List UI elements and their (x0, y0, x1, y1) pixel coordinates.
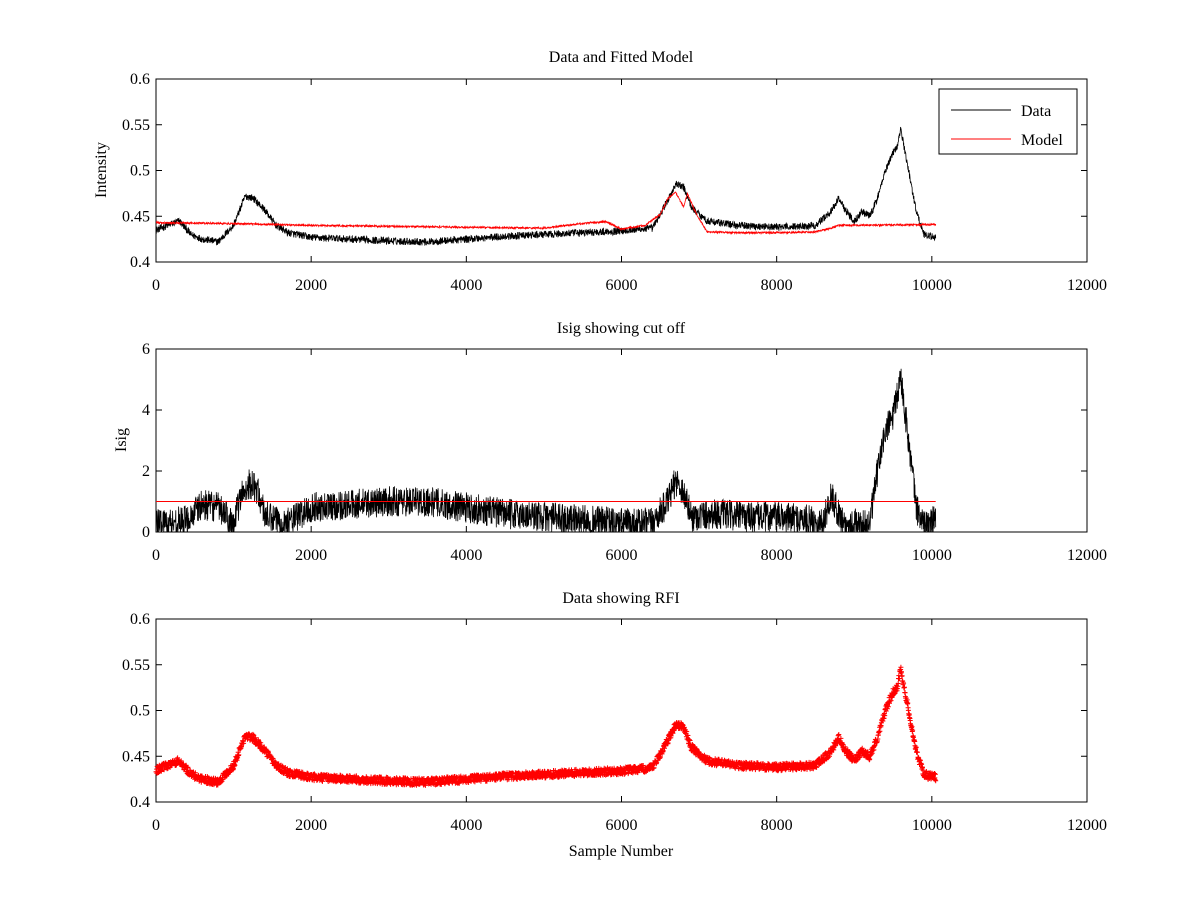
panel-2-title: Isig showing cut off (557, 320, 686, 337)
panel-data-rfi: Data showing RFI Sample Number 0 2000 4000… (122, 590, 1107, 860)
y-tick-label: 0.6 (130, 611, 150, 628)
y-tick-label: 4 (142, 402, 150, 419)
panel-2-ylabel: Isig (113, 428, 130, 452)
x-tick-label: 6000 (606, 547, 638, 564)
y-tick-label: 0.5 (130, 703, 150, 720)
y-tick-label: 0 (142, 524, 150, 541)
panel-2-plot-area: 0 2000 4000 6000 8000 10000 12000 0 2 4 6 (142, 341, 1107, 564)
rfi-scatter-points (153, 664, 939, 788)
series-group (153, 664, 939, 788)
y-tick-label: 0.45 (122, 208, 150, 225)
x-tick-label: 2000 (295, 277, 327, 294)
x-tick-label: 12000 (1067, 547, 1107, 564)
panel-1-title: Data and Fitted Model (549, 49, 694, 66)
x-tick-label: 0 (152, 817, 160, 834)
x-tick-label: 0 (152, 277, 160, 294)
x-tick-label: 12000 (1067, 277, 1107, 294)
x-tick-label: 4000 (450, 817, 482, 834)
x-tick-label: 0 (152, 547, 160, 564)
series-line-0 (155, 368, 937, 534)
y-tick-label: 0.6 (130, 71, 150, 88)
x-tick-label: 8000 (761, 547, 793, 564)
panel-3-title: Data showing RFI (562, 590, 679, 607)
x-tick-label: 10000 (912, 817, 952, 834)
x-tick-label: 6000 (606, 817, 638, 834)
panel-3-xlabel: Sample Number (569, 843, 674, 860)
panel-isig-cutoff: Isig showing cut off Isig 0 2000 4000 6000 8… (113, 320, 1107, 564)
panel-1-plot-area: 0 2000 4000 6000 8000 10000 12000 0.4 0.45 0.5 0.5… (122, 71, 1107, 294)
legend-label-data: Data (1021, 103, 1051, 120)
series-line-model (155, 191, 937, 236)
ticks: 0 2000 4000 6000 8000 10000 12000 0.4 0.45 0.5 0.5… (122, 611, 1107, 834)
y-tick-label: 0.4 (130, 254, 150, 271)
y-tick-label: 0.5 (130, 163, 150, 180)
ticks: 0 2000 4000 6000 8000 10000 12000 0 2 4 6 (142, 341, 1107, 564)
x-tick-label: 4000 (450, 277, 482, 294)
x-tick-label: 10000 (912, 277, 952, 294)
x-tick-label: 6000 (606, 277, 638, 294)
y-tick-label: 0.4 (130, 794, 150, 811)
x-tick-label: 10000 (912, 547, 952, 564)
panel-1-ylabel: Intensity (93, 142, 110, 198)
legend: Data Model (938, 88, 1078, 155)
series-group (155, 368, 937, 534)
legend-label-model: Model (1021, 132, 1063, 149)
axes-box (155, 348, 1088, 533)
x-tick-label: 4000 (450, 547, 482, 564)
series-line-data (155, 126, 937, 246)
panel-3-plot-area: 0 2000 4000 6000 8000 10000 12000 0.4 0.45 0.5 0.5… (122, 611, 1107, 834)
x-tick-label: 2000 (295, 547, 327, 564)
series-group (155, 126, 937, 246)
x-tick-label: 2000 (295, 817, 327, 834)
y-tick-label: 0.55 (122, 657, 150, 674)
panel-data-fitted-model: Data and Fitted Model Intensity 0 2000 400… (93, 49, 1107, 294)
x-tick-label: 8000 (761, 277, 793, 294)
x-tick-label: 12000 (1067, 817, 1107, 834)
legend-box (938, 88, 1078, 155)
y-tick-label: 2 (142, 463, 150, 480)
y-tick-label: 0.55 (122, 117, 150, 134)
y-tick-label: 6 (142, 341, 150, 358)
ticks: 0 2000 4000 6000 8000 10000 12000 0.4 0.45 0.5 0.5… (122, 71, 1107, 294)
x-tick-label: 8000 (761, 817, 793, 834)
y-tick-label: 0.45 (122, 748, 150, 765)
